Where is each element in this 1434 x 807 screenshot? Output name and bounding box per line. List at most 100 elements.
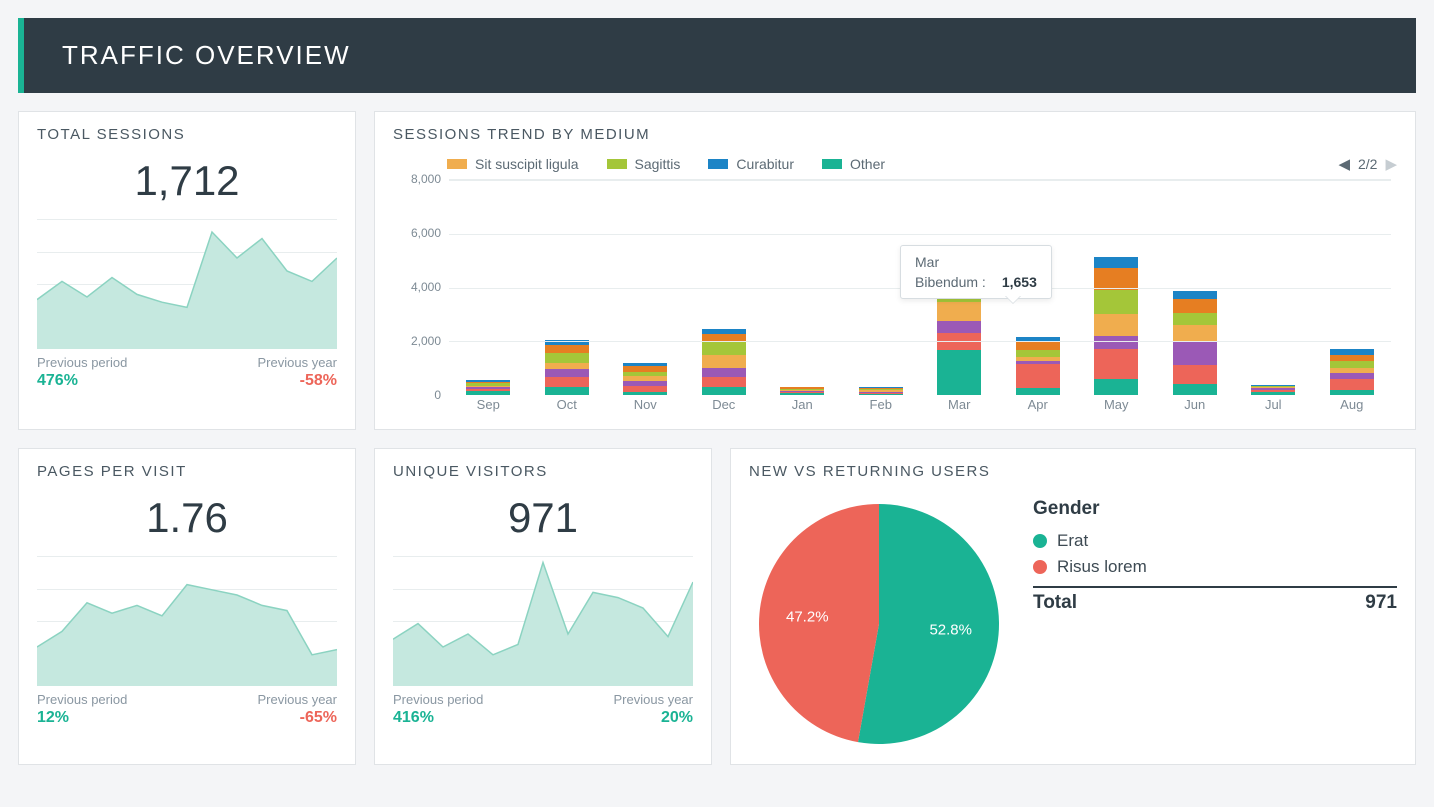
legend-label: Sit suscipit ligula [475, 156, 579, 172]
bar-legend: Sit suscipit ligula Sagittis Curabitur Othe… [447, 156, 885, 172]
legend-label: Other [850, 156, 885, 172]
x-tick-label: Nov [606, 397, 685, 419]
pie-total-label: Total [1033, 592, 1077, 614]
pie-legend-item[interactable]: Risus lorem [1033, 554, 1397, 580]
x-tick-label: Jan [763, 397, 842, 419]
pager-text: 2/2 [1358, 156, 1377, 172]
prev-period-label: Previous period [393, 692, 483, 707]
y-tick-label: 2,000 [411, 334, 441, 348]
prev-year-value: -65% [258, 709, 337, 727]
legend-item[interactable]: Sit suscipit ligula [447, 156, 579, 172]
x-tick-label: May [1077, 397, 1156, 419]
page-banner: TRAFFIC OVERVIEW [18, 18, 1416, 93]
prev-year: Previous year 20% [614, 692, 693, 727]
bar-segment [702, 377, 746, 386]
bar-chart: 02,0004,0006,0008,000 MarBibendum :1,653… [393, 179, 1397, 419]
bar-segment [1330, 390, 1374, 395]
banner-title: TRAFFIC OVERVIEW [62, 40, 351, 70]
bar-segment [1016, 341, 1060, 350]
tooltip-value: 1,653 [1002, 274, 1037, 290]
bar-segment [1094, 314, 1138, 336]
pager-prev-icon[interactable]: ◀ [1338, 155, 1350, 173]
bar-segment [623, 392, 667, 395]
row-1: TOTAL SESSIONS 1,712 Previous period 476… [18, 111, 1416, 430]
bar-segment [1173, 291, 1217, 299]
bar-segment [1016, 364, 1060, 388]
legend-item[interactable]: Other [822, 156, 885, 172]
prev-period-value: 416% [393, 709, 483, 727]
bar-segment [1330, 379, 1374, 390]
prev-period-label: Previous period [37, 692, 127, 707]
bar-segment [545, 345, 589, 353]
prev-period-value: 12% [37, 709, 127, 727]
bar-legend-row: Sit suscipit ligula Sagittis Curabitur Othe… [393, 151, 1397, 179]
x-tick-label: Jul [1234, 397, 1313, 419]
bar-segment [1016, 388, 1060, 395]
bar-segment [702, 387, 746, 395]
bar-segment [1173, 299, 1217, 313]
legend-item[interactable]: Curabitur [708, 156, 794, 172]
bar-segment [702, 355, 746, 369]
metric-value: 1,712 [37, 157, 337, 205]
pie-wrap: 52.8%47.2% Gender EratRisus lorem Total … [749, 488, 1397, 754]
legend-dot [1033, 534, 1047, 548]
bar-segment [1016, 350, 1060, 357]
y-tick-label: 6,000 [411, 226, 441, 240]
bar-segment [1094, 379, 1138, 395]
bar-segment [545, 353, 589, 362]
bar-segment [1173, 313, 1217, 325]
legend-swatch [822, 159, 842, 169]
bar-segment [466, 391, 510, 395]
legend-swatch [447, 159, 467, 169]
x-tick-label: Apr [999, 397, 1078, 419]
x-tick-label: Aug [1313, 397, 1392, 419]
card-unique-visitors: UNIQUE VISITORS 971 Previous period 416%… [374, 448, 712, 765]
pie-legend-item[interactable]: Erat [1033, 528, 1397, 554]
bar-segment [937, 321, 981, 333]
bar-segment [1173, 365, 1217, 384]
x-tick-label: Dec [685, 397, 764, 419]
legend-item[interactable]: Sagittis [607, 156, 681, 172]
metric-value: 971 [393, 494, 693, 542]
bar-segment [1094, 349, 1138, 379]
metric-footer: Previous period 12% Previous year -65% [37, 692, 337, 727]
legend-swatch [708, 159, 728, 169]
pager-next-icon[interactable]: ▶ [1385, 155, 1397, 173]
legend-swatch [607, 159, 627, 169]
legend-label: Curabitur [736, 156, 794, 172]
pie-slice-label: 47.2% [786, 609, 829, 626]
card-title: TOTAL SESSIONS [37, 126, 337, 143]
pager: ◀ 2/2 ▶ [1338, 155, 1397, 173]
sparkline-chart [37, 556, 337, 686]
tooltip-month: Mar [915, 254, 1037, 270]
bar-segment [1094, 336, 1138, 350]
tooltip-series: Bibendum : [915, 274, 986, 290]
prev-year: Previous year -58% [258, 355, 337, 390]
bar-segment [1330, 355, 1374, 362]
legend-dot [1033, 560, 1047, 574]
prev-period-label: Previous period [37, 355, 127, 370]
bar-segment [937, 302, 981, 321]
prev-period: Previous period 12% [37, 692, 127, 727]
x-tick-label: Feb [842, 397, 921, 419]
bar-segment [1251, 392, 1295, 395]
y-tick-label: 0 [434, 388, 441, 402]
metric-footer: Previous period 476% Previous year -58% [37, 355, 337, 390]
card-title: PAGES PER VISIT [37, 463, 337, 480]
legend-label: Erat [1057, 531, 1088, 551]
card-title: SESSIONS TREND BY MEDIUM [393, 126, 1397, 143]
legend-label: Sagittis [635, 156, 681, 172]
bar-segment [1173, 341, 1217, 365]
bar-segment [702, 342, 746, 354]
metric-value: 1.76 [37, 494, 337, 542]
bar-segment [780, 393, 824, 395]
prev-period: Previous period 416% [393, 692, 483, 727]
x-tick-label: Jun [1156, 397, 1235, 419]
pie-legend: Gender EratRisus lorem Total 971 [1033, 494, 1397, 754]
pie-chart: 52.8% 47.2% [749, 494, 1009, 754]
bar-segment [545, 363, 589, 370]
pie-slice-label: 52.8% [929, 621, 972, 638]
tooltip-series-row: Bibendum : 1,653 [915, 274, 1037, 290]
prev-period: Previous period 476% [37, 355, 127, 390]
bar-segment [859, 394, 903, 395]
